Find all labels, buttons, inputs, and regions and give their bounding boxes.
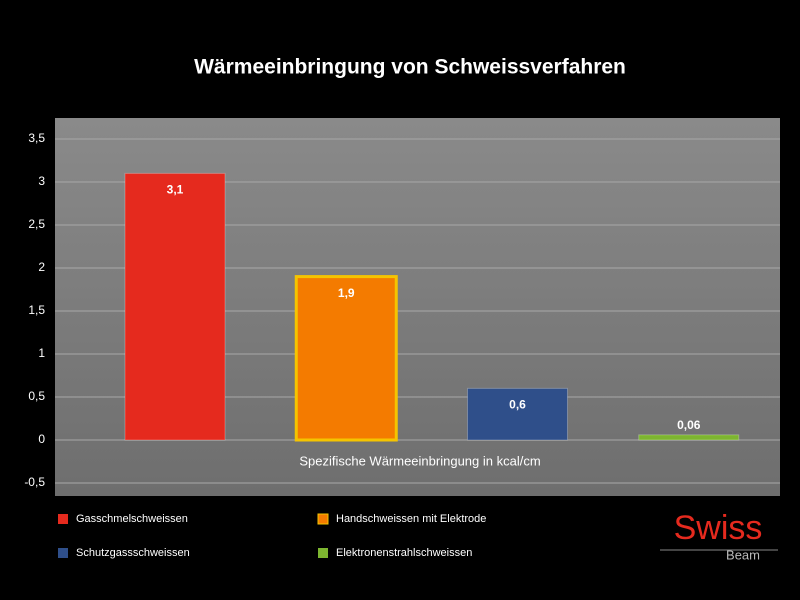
y-tick-label: 1,5: [28, 303, 45, 317]
bar: [124, 172, 226, 441]
legend-swatch: [317, 513, 329, 525]
y-tick-label: 2,5: [28, 217, 45, 231]
bar: [638, 434, 740, 441]
y-tick-label: 0: [38, 432, 45, 446]
y-tick-label: 0,5: [28, 389, 45, 403]
legend-label: Gasschmelschweissen: [76, 513, 188, 525]
legend-swatch: [58, 514, 68, 524]
y-tick-label: 1: [38, 346, 45, 360]
y-tick-label: 3,5: [28, 131, 45, 145]
bar: [294, 275, 398, 442]
data-label: 1,9: [338, 286, 355, 300]
chart-title: Wärmeeinbringung von Schweissverfahren: [194, 56, 626, 79]
bar: [467, 387, 568, 441]
legend-label: Schutzgassschweissen: [76, 547, 190, 559]
data-label: 0,6: [509, 398, 526, 412]
logo-top: Swiss: [674, 509, 763, 547]
legend-label: Handschweissen mit Elektrode: [336, 513, 486, 525]
legend-label: Elektronenstrahlschweissen: [336, 547, 472, 559]
y-tick-label: 3: [38, 174, 45, 188]
logo-bottom: Beam: [726, 547, 760, 562]
legend-swatch: [318, 548, 328, 558]
legend-swatch: [58, 548, 68, 558]
data-label: 3,1: [167, 183, 184, 197]
y-tick-label: 2: [38, 260, 45, 274]
data-label: 0,06: [677, 418, 701, 432]
y-tick-label: -0,5: [24, 475, 45, 489]
x-axis-label: Spezifische Wärmeeinbringung in kcal/cm: [299, 453, 540, 468]
